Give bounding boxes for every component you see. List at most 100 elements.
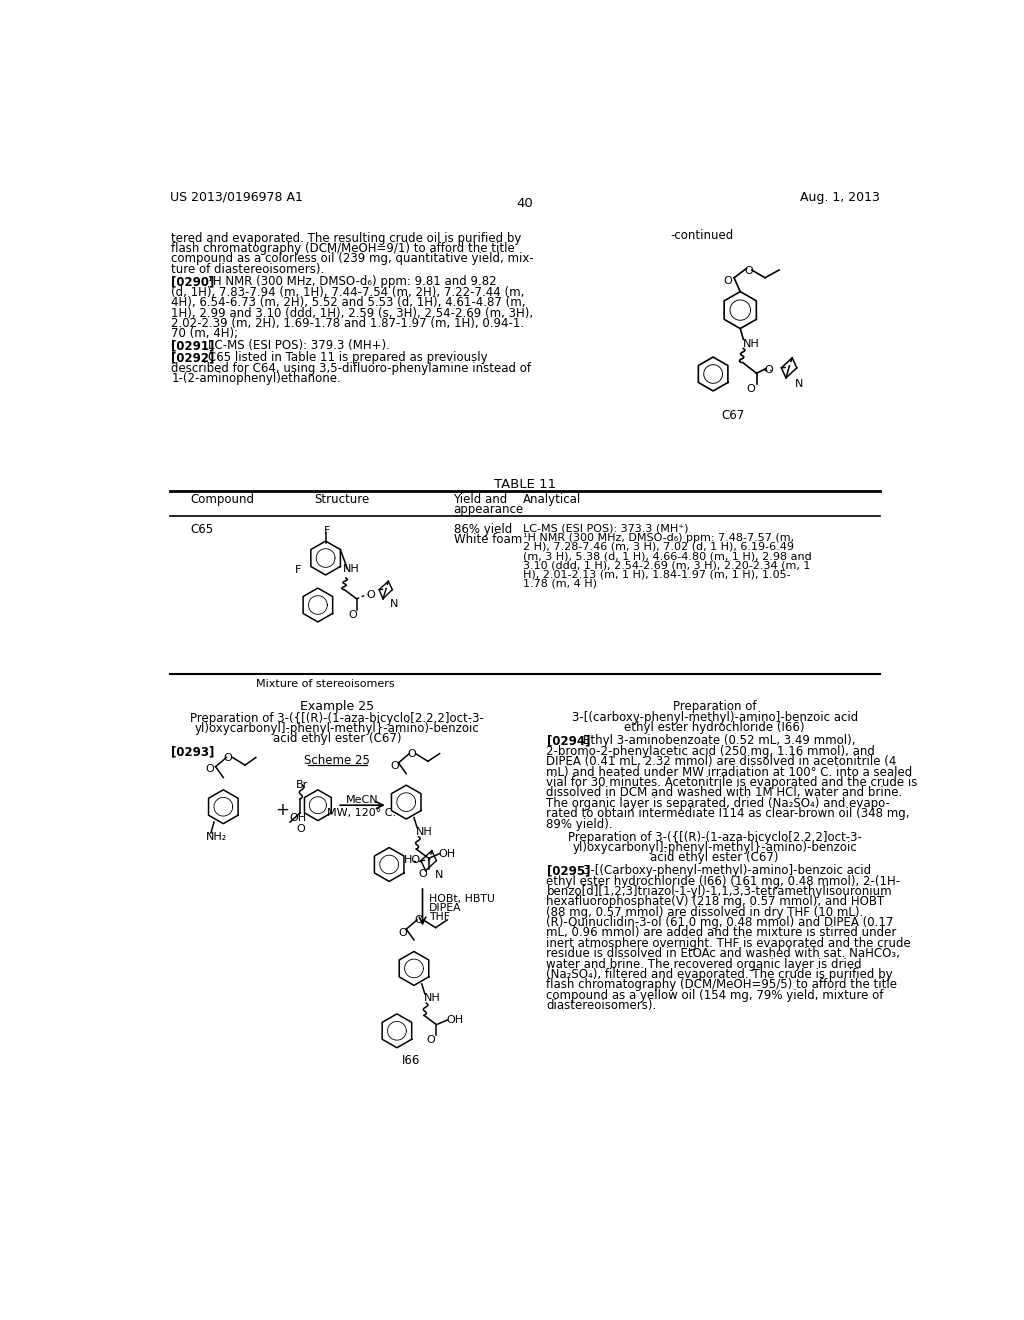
Text: C67: C67 [721, 409, 744, 421]
Text: F: F [295, 565, 302, 576]
Text: ¹H NMR (300 MHz, DMSO-d₆) ppm: 7.48-7.57 (m,: ¹H NMR (300 MHz, DMSO-d₆) ppm: 7.48-7.57… [523, 533, 795, 543]
Text: ture of diastereoisomers).: ture of diastereoisomers). [171, 263, 325, 276]
Text: Yield and: Yield and [454, 494, 508, 507]
Text: MW, 120° C.: MW, 120° C. [328, 808, 396, 817]
Text: O: O [746, 384, 756, 393]
Text: [0293]: [0293] [171, 744, 215, 758]
Text: HOBt, HBTU: HOBt, HBTU [429, 894, 495, 904]
Text: NH: NH [743, 339, 760, 348]
Text: +: + [275, 800, 289, 818]
Text: vial for 30 minutes. Acetonitrile is evaporated and the crude is: vial for 30 minutes. Acetonitrile is eva… [547, 776, 918, 789]
Text: OH: OH [289, 813, 306, 822]
Text: [0294]: [0294] [547, 734, 590, 747]
Text: NH: NH [417, 826, 433, 837]
Text: Preparation of 3-({[(R)-(1-aza-bicyclo[2.2.2]oct-3-: Preparation of 3-({[(R)-(1-aza-bicyclo[2… [567, 832, 861, 843]
Text: C65 listed in Table 11 is prepared as previously: C65 listed in Table 11 is prepared as pr… [208, 351, 487, 364]
Text: hexafluorophosphate(V) (218 mg, 0.57 mmol), and HOBT: hexafluorophosphate(V) (218 mg, 0.57 mmo… [547, 895, 885, 908]
Text: rated to obtain intermediate I114 as clear-brown oil (348 mg,: rated to obtain intermediate I114 as cle… [547, 807, 910, 820]
Text: (d, 1H), 7.83-7.94 (m, 1H), 7.44-7.54 (m, 2H), 7.22-7.44 (m,: (d, 1H), 7.83-7.94 (m, 1H), 7.44-7.54 (m… [171, 286, 524, 298]
Text: F: F [324, 525, 331, 536]
Text: O: O [391, 762, 399, 771]
Text: O: O [206, 763, 214, 774]
Text: compound as a colorless oil (239 mg, quantitative yield, mix-: compound as a colorless oil (239 mg, qua… [171, 252, 535, 265]
Text: flash chromatography (DCM/MeOH=95/5) to afford the title: flash chromatography (DCM/MeOH=95/5) to … [547, 978, 897, 991]
Text: ethyl ester hydrochloride (I66): ethyl ester hydrochloride (I66) [625, 721, 805, 734]
Text: O: O [419, 869, 427, 879]
Text: 40: 40 [516, 197, 534, 210]
Text: benzo[d][1,2,3]triazol-1-yl)-1,1,3,3-tetramethylisouronium: benzo[d][1,2,3]triazol-1-yl)-1,1,3,3-tet… [547, 884, 892, 898]
Text: Preparation of: Preparation of [673, 701, 757, 714]
Text: (m, 3 H), 5.38 (d, 1 H), 4.66-4.80 (m, 1 H), 2.98 and: (m, 3 H), 5.38 (d, 1 H), 4.66-4.80 (m, 1… [523, 552, 812, 561]
Text: mL) and heated under MW irradiation at 100° C. into a sealed: mL) and heated under MW irradiation at 1… [547, 766, 912, 779]
Text: Preparation of 3-({[(R)-(1-aza-bicyclo[2.2.2]oct-3-: Preparation of 3-({[(R)-(1-aza-bicyclo[2… [190, 711, 484, 725]
Text: White foam: White foam [454, 533, 522, 546]
Text: acid ethyl ester (C67): acid ethyl ester (C67) [650, 851, 779, 865]
Text: 2-bromo-2-phenylacetic acid (250 mg, 1.16 mmol), and: 2-bromo-2-phenylacetic acid (250 mg, 1.1… [547, 744, 876, 758]
Text: described for C64, using 3,5-difluoro-phenylamine instead of: described for C64, using 3,5-difluoro-ph… [171, 362, 531, 375]
Text: dissolved in DCM and washed with 1M HCl, water and brine.: dissolved in DCM and washed with 1M HCl,… [547, 787, 903, 800]
Text: Scheme 25: Scheme 25 [304, 755, 371, 767]
Text: OH: OH [446, 1015, 464, 1026]
Text: 1H), 2.99 and 3.10 (ddd, 1H), 2.59 (s, 3H), 2.54-2.69 (m, 3H),: 1H), 2.99 and 3.10 (ddd, 1H), 2.59 (s, 3… [171, 306, 534, 319]
Text: Br: Br [296, 780, 308, 789]
Text: 89% yield).: 89% yield). [547, 817, 613, 830]
Text: mL, 0.96 mmol) are added and the mixture is stirred under: mL, 0.96 mmol) are added and the mixture… [547, 927, 897, 940]
Text: N: N [795, 379, 803, 389]
Text: -continued: -continued [671, 230, 734, 243]
Text: Mixture of stereoisomers: Mixture of stereoisomers [256, 678, 395, 689]
Text: NH: NH [343, 564, 359, 574]
Text: NH: NH [424, 993, 440, 1003]
Text: US 2013/0196978 A1: US 2013/0196978 A1 [170, 190, 303, 203]
Text: Structure: Structure [314, 494, 370, 507]
Text: THF: THF [429, 912, 450, 923]
Text: acid ethyl ester (C67): acid ethyl ester (C67) [273, 733, 401, 744]
Text: Example 25: Example 25 [300, 701, 375, 714]
Text: appearance: appearance [454, 503, 523, 516]
Text: N: N [390, 599, 398, 609]
Text: Ethyl 3-aminobenzoate (0.52 mL, 3.49 mmol),: Ethyl 3-aminobenzoate (0.52 mL, 3.49 mmo… [583, 734, 855, 747]
Text: 1-(2-aminophenyl)ethanone.: 1-(2-aminophenyl)ethanone. [171, 372, 341, 385]
Text: O: O [744, 267, 753, 276]
Text: HO: HO [403, 855, 421, 865]
Text: O: O [415, 915, 424, 925]
Text: LC-MS (ESI POS): 379.3 (MH+).: LC-MS (ESI POS): 379.3 (MH+). [208, 339, 390, 352]
Text: [0290]: [0290] [171, 276, 215, 289]
Text: diastereoisomers).: diastereoisomers). [547, 999, 656, 1012]
Text: 3.10 (ddd, 1 H), 2.54-2.69 (m, 3 H), 2.20-2.34 (m, 1: 3.10 (ddd, 1 H), 2.54-2.69 (m, 3 H), 2.2… [523, 560, 811, 570]
Text: TABLE 11: TABLE 11 [494, 478, 556, 491]
Text: O: O [223, 752, 232, 763]
Text: [0292]: [0292] [171, 351, 215, 364]
Text: yl)oxycarbonyl]-phenyl-methyl}-amino)-benzoic: yl)oxycarbonyl]-phenyl-methyl}-amino)-be… [572, 841, 857, 854]
Text: 1.78 (m, 4 H): 1.78 (m, 4 H) [523, 578, 597, 589]
Text: O: O [398, 928, 408, 937]
Text: tered and evaporated. The resulting crude oil is purified by: tered and evaporated. The resulting crud… [171, 231, 522, 244]
Text: O: O [348, 610, 356, 620]
Text: H), 2.01-2.13 (m, 1 H), 1.84-1.97 (m, 1 H), 1.05-: H), 2.01-2.13 (m, 1 H), 1.84-1.97 (m, 1 … [523, 570, 791, 579]
Text: compound as a yellow oil (154 mg, 79% yield, mixture of: compound as a yellow oil (154 mg, 79% yi… [547, 989, 884, 1002]
Text: flash chromatography (DCM/MeOH=9/1) to afford the title: flash chromatography (DCM/MeOH=9/1) to a… [171, 242, 515, 255]
Text: O: O [723, 276, 732, 286]
Text: O: O [426, 1035, 435, 1045]
Text: The organic layer is separated, dried (Na₂SO₄) and evapo-: The organic layer is separated, dried (N… [547, 797, 891, 809]
Text: OH: OH [438, 849, 456, 859]
Text: (Na₂SO₄), filtered and evaporated. The crude is purified by: (Na₂SO₄), filtered and evaporated. The c… [547, 968, 893, 981]
Text: MeCN: MeCN [346, 795, 378, 805]
Text: DIPEA: DIPEA [429, 903, 462, 913]
Text: O: O [407, 748, 416, 759]
Text: 86% yield: 86% yield [454, 524, 512, 536]
Text: 4H), 6.54-6.73 (m, 2H), 5.52 and 5.53 (d, 1H), 4.61-4.87 (m,: 4H), 6.54-6.73 (m, 2H), 5.52 and 5.53 (d… [171, 296, 526, 309]
Text: 3-[(Carboxy-phenyl-methyl)-amino]-benzoic acid: 3-[(Carboxy-phenyl-methyl)-amino]-benzoi… [583, 865, 871, 876]
Text: (88 mg, 0.57 mmol) are dissolved in dry THF (10 mL).: (88 mg, 0.57 mmol) are dissolved in dry … [547, 906, 864, 919]
Text: 2 H), 7.28-7.46 (m, 3 H), 7.02 (d, 1 H), 6.19-6.49: 2 H), 7.28-7.46 (m, 3 H), 7.02 (d, 1 H),… [523, 543, 795, 552]
Text: N: N [435, 870, 443, 880]
Text: Analytical: Analytical [523, 494, 582, 507]
Text: O: O [367, 590, 376, 601]
Text: water and brine. The recovered organic layer is dried: water and brine. The recovered organic l… [547, 958, 862, 970]
Text: O: O [296, 825, 305, 834]
Text: I66: I66 [401, 1053, 420, 1067]
Text: NH₂: NH₂ [206, 832, 227, 842]
Text: 70 (m, 4H);: 70 (m, 4H); [171, 327, 239, 341]
Text: C65: C65 [190, 524, 213, 536]
Text: 3-[(carboxy-phenyl-methyl)-amino]-benzoic acid: 3-[(carboxy-phenyl-methyl)-amino]-benzoi… [571, 711, 858, 725]
Text: Compound: Compound [190, 494, 254, 507]
